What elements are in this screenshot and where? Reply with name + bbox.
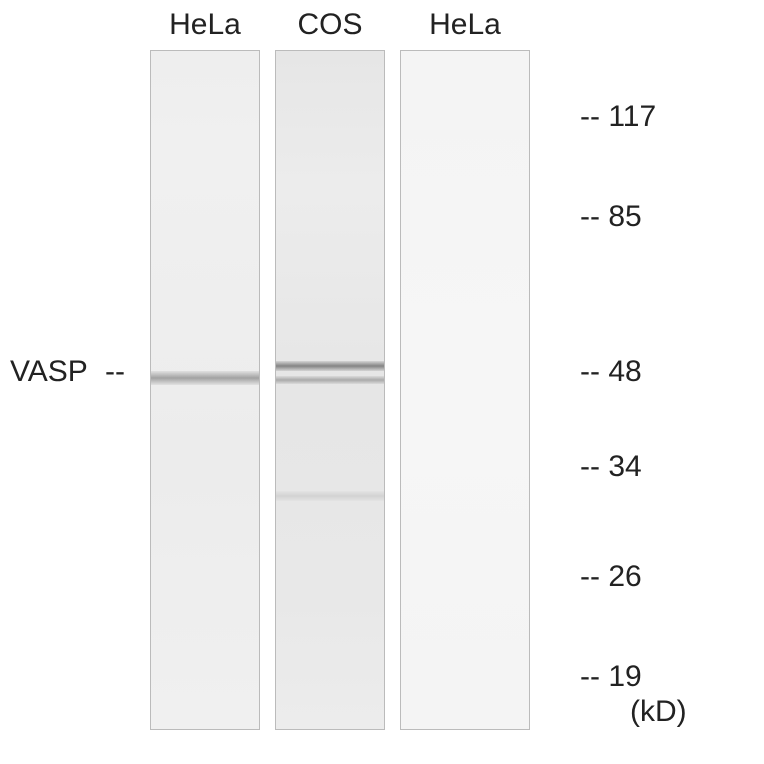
unit-label: (kD) bbox=[630, 695, 687, 729]
mw-marker-34: -- 34 bbox=[580, 450, 642, 484]
band-lane1-0 bbox=[151, 371, 259, 385]
band-lane2-2 bbox=[276, 491, 384, 501]
lane-label-lane2: COS bbox=[275, 8, 385, 42]
lane-lane1 bbox=[150, 50, 260, 730]
lane-lane3 bbox=[400, 50, 530, 730]
western-blot-figure: HeLa COS HeLa VASP -- -- 117 -- 85 -- 48 -- 34 --… bbox=[0, 0, 764, 764]
lane-label-lane1: HeLa bbox=[150, 8, 260, 42]
protein-label: VASP bbox=[10, 355, 88, 389]
lane-label-lane3: HeLa bbox=[400, 8, 530, 42]
mw-marker-48: -- 48 bbox=[580, 355, 642, 389]
mw-marker-19: -- 19 bbox=[580, 660, 642, 694]
band-lane2-1 bbox=[276, 376, 384, 384]
mw-marker-85: -- 85 bbox=[580, 200, 642, 234]
band-lane2-0 bbox=[276, 361, 384, 371]
lane-lane2 bbox=[275, 50, 385, 730]
mw-marker-26: -- 26 bbox=[580, 560, 642, 594]
protein-label-tick: -- bbox=[105, 355, 125, 389]
mw-marker-117: -- 117 bbox=[580, 100, 656, 134]
